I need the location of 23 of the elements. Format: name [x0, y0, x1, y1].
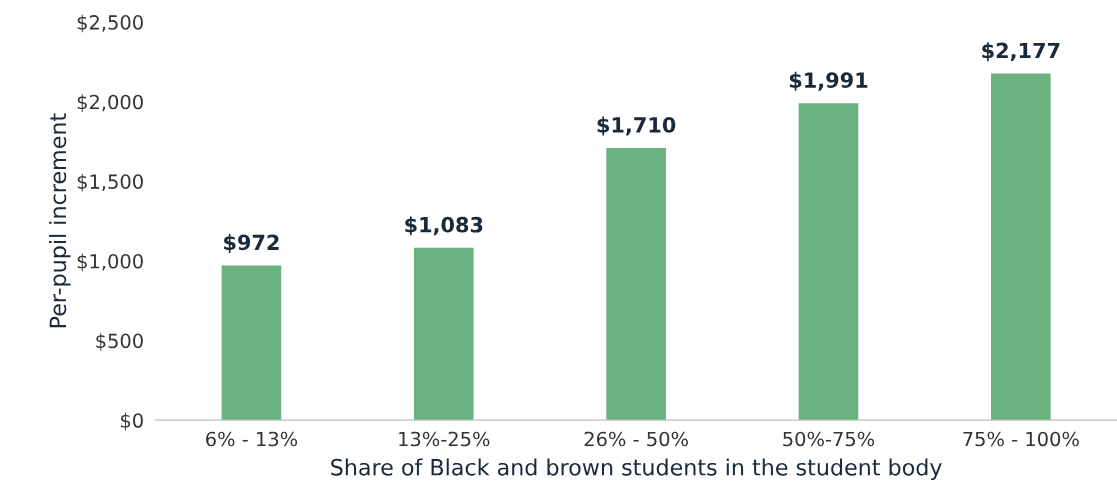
- x-tick-label: 6% - 13%: [206, 431, 298, 447]
- x-tick-label: 50%-75%: [783, 431, 875, 447]
- bar: [798, 103, 859, 421]
- data-label: $1,710: [597, 116, 676, 136]
- y-tick-label: $1,500: [77, 173, 143, 192]
- x-tick-label: 26% - 50%: [584, 431, 688, 447]
- bar: [221, 265, 282, 421]
- y-tick-label: $500: [96, 333, 143, 351]
- data-label: $2,177: [982, 42, 1060, 62]
- data-label: $1,991: [789, 71, 868, 91]
- x-axis-title: Share of Black and brown students in the student body: [331, 458, 942, 480]
- y-tick-label: $2,500: [77, 14, 143, 33]
- y-tick-label: $1,000: [77, 253, 143, 272]
- x-tick-label: 75% - 100%: [963, 431, 1079, 447]
- bar: [991, 73, 1051, 421]
- data-label: $972: [224, 234, 279, 254]
- y-axis-title: Per-pupil increment: [49, 113, 71, 328]
- bar: [413, 247, 474, 421]
- y-tick-label: $0: [121, 412, 143, 431]
- y-tick-label: $2,000: [77, 94, 143, 112]
- data-label: $1,083: [405, 216, 483, 236]
- bar: [606, 147, 666, 421]
- x-tick-label: 13%-25%: [399, 431, 490, 447]
